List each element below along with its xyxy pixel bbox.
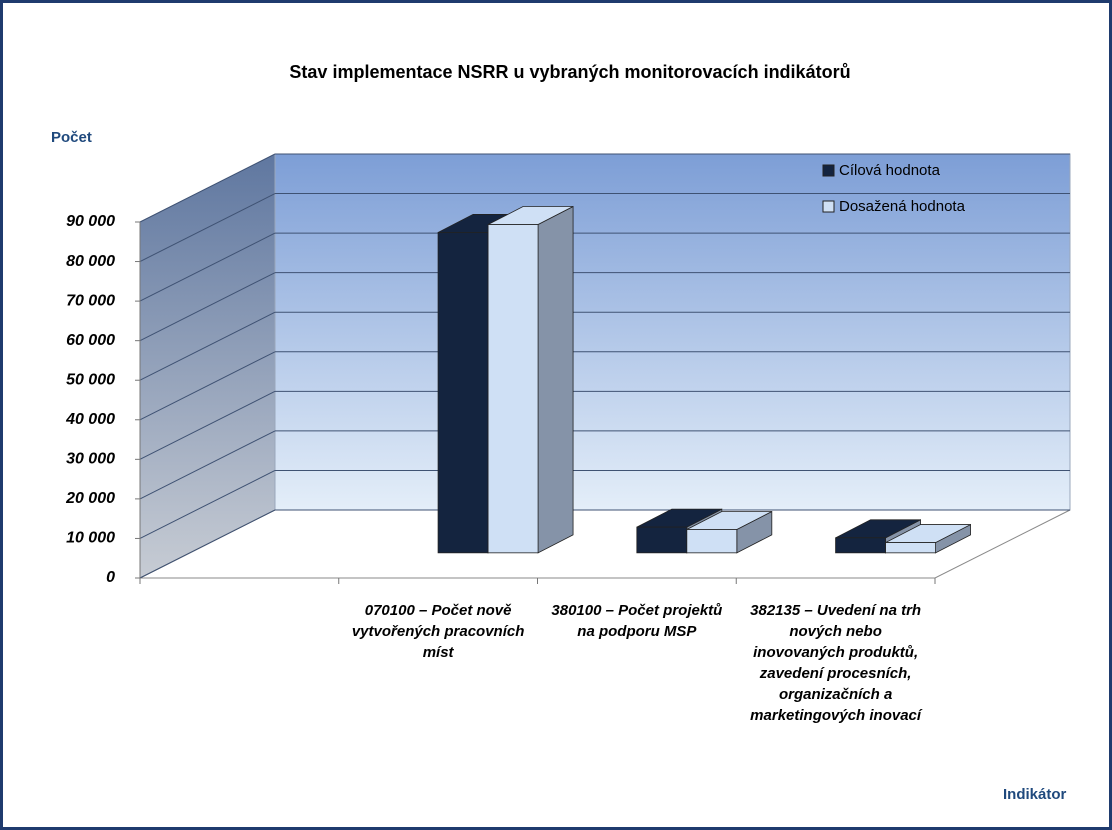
grid-line xyxy=(139,153,276,223)
bar xyxy=(437,232,489,554)
grid-line xyxy=(139,351,276,421)
chart-title: Stav implementace NSRR u vybraných monit… xyxy=(289,62,850,82)
legend-label: Cílová hodnota xyxy=(839,162,941,179)
y-tick-label: 90 000 xyxy=(66,213,115,230)
back-wall xyxy=(274,153,1071,511)
bar-side xyxy=(537,205,574,554)
bar xyxy=(636,526,688,554)
y-tick-label: 80 000 xyxy=(66,253,115,270)
grid-line xyxy=(139,232,276,302)
x-axis-label: Indikátor xyxy=(1003,786,1067,803)
y-tick-label: 60 000 xyxy=(66,332,115,349)
y-tick-label: 30 000 xyxy=(66,451,115,468)
y-tick-label: 10 000 xyxy=(66,530,115,547)
grid-line xyxy=(139,272,276,342)
grid-line xyxy=(139,509,276,579)
left-wall xyxy=(140,154,275,578)
bar xyxy=(885,542,936,554)
grid-line xyxy=(139,469,276,539)
y-axis-label: Počet xyxy=(51,129,92,146)
x-tick-label: 380100 – Počet projektů na podporu MSP xyxy=(551,602,723,640)
grid-line xyxy=(139,193,276,263)
bar xyxy=(487,224,539,554)
chart: Stav implementace NSRR u vybraných monit… xyxy=(51,62,1071,803)
x-tick-label: 070100 – Počet nově vytvořených pracovní… xyxy=(351,602,525,661)
grid-line xyxy=(139,430,276,500)
x-tick-label: 382135 – Uvedení na trh nových nebo inov… xyxy=(750,602,922,724)
y-tick-label: 0 xyxy=(106,569,115,586)
y-tick-label: 20 000 xyxy=(65,490,115,507)
legend-swatch xyxy=(822,164,835,177)
y-tick-label: 40 000 xyxy=(65,411,115,428)
legend-swatch xyxy=(822,200,835,213)
y-tick-label: 70 000 xyxy=(66,292,115,309)
grid-line xyxy=(139,311,276,381)
legend-label: Dosažená hodnota xyxy=(839,198,966,215)
y-tick-label: 50 000 xyxy=(66,371,115,388)
bar xyxy=(835,537,886,554)
grid-line xyxy=(139,390,276,460)
bar xyxy=(686,529,738,554)
